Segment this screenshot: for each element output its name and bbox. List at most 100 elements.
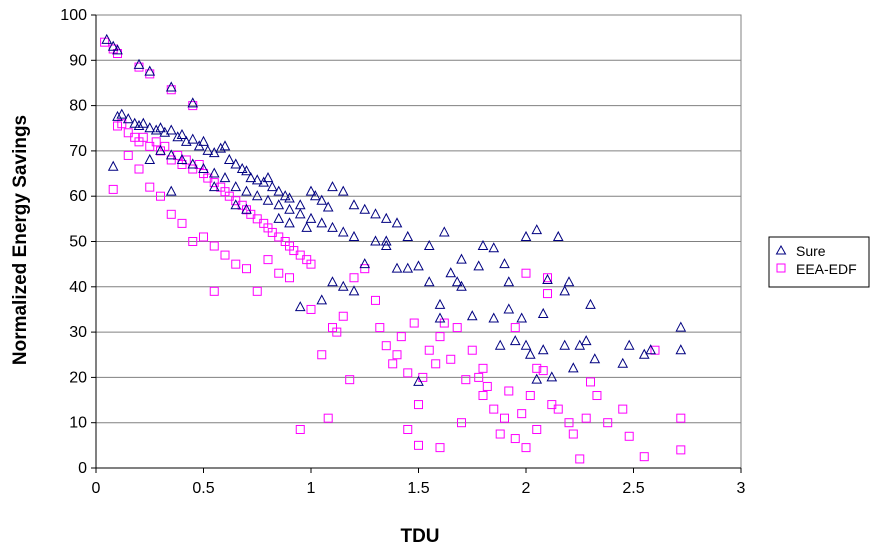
y-tick-label: 70 [69, 143, 87, 160]
axes [91, 14, 742, 473]
data-point-sure [187, 158, 199, 169]
data-point-eea-edf [521, 443, 531, 453]
data-point-eea-edf [474, 372, 484, 382]
data-point-eea-edf [371, 295, 380, 305]
data-point-eea-edf [489, 404, 499, 414]
tick-labels: 0 10 20 30 40 50 60 70 80 90 100 0 0.5 1 1.5 2 2.5 3 [60, 7, 745, 497]
data-point-sure [423, 276, 435, 287]
y-tick-label: 40 [69, 279, 87, 296]
data-point-sure [133, 58, 145, 69]
data-point-sure [122, 113, 134, 124]
data-point-eea-edf [568, 429, 578, 439]
data-point-eea-edf [220, 250, 230, 260]
y-tick-label: 50 [69, 234, 87, 251]
data-point-sure [413, 375, 424, 386]
data-point-eea-edf [446, 354, 456, 364]
data-point-sure [294, 208, 306, 219]
data-point-eea-edf [435, 443, 445, 453]
data-point-sure [219, 172, 231, 183]
data-point-sure [337, 280, 349, 291]
data-point-sure [144, 65, 156, 76]
y-tick-label: 80 [69, 98, 87, 115]
data-point-eea-edf [295, 424, 305, 434]
data-point-sure [402, 262, 414, 273]
data-point-sure [466, 310, 478, 321]
data-point-sure [499, 258, 510, 269]
data-point-eea-edf [452, 323, 462, 333]
data-point-eea-edf [521, 268, 531, 278]
data-point-sure [230, 199, 242, 210]
data-point-eea-edf [203, 173, 213, 183]
data-point-sure [187, 133, 199, 144]
data-point-eea-edf [676, 445, 686, 455]
data-point-sure [301, 221, 313, 232]
data-point-sure [208, 181, 220, 192]
data-point-eea-edf [581, 413, 591, 423]
data-point-sure [494, 339, 506, 350]
data-point-eea-edf [424, 345, 434, 355]
data-point-eea-edf [575, 454, 585, 464]
data-point-sure [327, 181, 338, 192]
data-point-eea-edf [543, 289, 552, 299]
data-point-eea-edf [547, 400, 557, 410]
data-point-eea-edf [461, 375, 471, 385]
data-point-eea-edf [603, 418, 613, 428]
data-point-eea-edf [188, 164, 198, 174]
data-point-sure [516, 312, 528, 323]
data-point-eea-edf [478, 391, 488, 401]
data-point-sure [107, 160, 119, 171]
data-point-eea-edf [317, 350, 327, 360]
data-point-eea-edf [467, 345, 477, 355]
data-point-eea-edf [409, 318, 419, 328]
data-point-sure [391, 217, 403, 228]
data-point-eea-edf [242, 264, 251, 274]
data-point-sure [488, 312, 500, 323]
data-point-sure [563, 276, 575, 287]
data-point-sure [456, 253, 467, 264]
data-point-eea-edf [592, 391, 602, 401]
data-point-eea-edf [381, 341, 391, 351]
data-point-sure [273, 199, 285, 210]
data-point-sure [359, 203, 371, 214]
legend: Sure EEA-EDF [768, 236, 870, 288]
data-point-sure [617, 357, 629, 368]
data-point-eea-edf [396, 332, 406, 342]
legend-label-eea-edf: EEA-EDF [796, 261, 857, 277]
data-point-eea-edf [274, 268, 284, 278]
data-point-eea-edf [435, 332, 445, 342]
data-point-eea-edf [388, 359, 398, 369]
data-point-sure [133, 119, 145, 130]
data-point-sure [165, 81, 177, 92]
data-point-sure [531, 224, 543, 235]
data-point-sure [316, 217, 328, 228]
data-point-sure [488, 242, 500, 253]
data-point-sure [305, 185, 317, 196]
data-point-eea-edf [209, 286, 219, 296]
data-point-sure [434, 312, 446, 323]
x-tick-label: 0.5 [192, 480, 214, 497]
data-point-eea-edf [209, 178, 219, 188]
data-point-eea-edf [676, 413, 686, 423]
data-point-sure [322, 201, 334, 212]
data-point-sure [316, 194, 328, 205]
data-point-eea-edf [504, 386, 514, 396]
data-point-sure [150, 124, 162, 135]
data-point-eea-edf [639, 452, 649, 462]
data-point-sure [262, 194, 274, 205]
data-point-eea-edf [295, 250, 305, 260]
data-point-eea-edf [624, 431, 634, 441]
data-point-sure [559, 339, 571, 350]
data-point-sure [251, 190, 263, 201]
data-point-eea-edf [349, 273, 359, 283]
data-point-sure [477, 239, 489, 251]
data-point-eea-edf [457, 418, 466, 428]
data-point-eea-edf [403, 424, 413, 434]
y-tick-label: 100 [60, 7, 87, 24]
data-point-sure [129, 117, 141, 128]
y-tick-label: 10 [69, 415, 87, 432]
legend-triangle-marker [775, 244, 787, 255]
x-tick-label: 1 [307, 480, 316, 497]
data-point-eea-edf [263, 255, 273, 265]
data-point-sure [520, 230, 532, 241]
